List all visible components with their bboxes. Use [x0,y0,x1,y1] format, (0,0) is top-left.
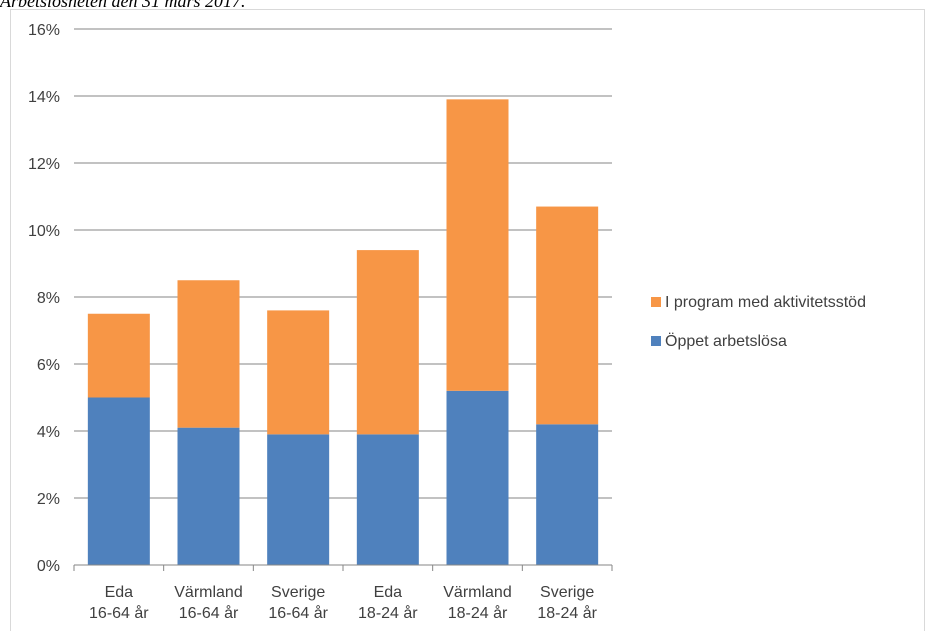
x-tick-label: Eda [105,584,134,601]
y-tick-label: 6% [37,357,60,374]
bar-segment-oppet-arbetslosa [177,427,240,565]
x-tick-label: Värmland [174,584,242,601]
legend-swatch [651,297,661,307]
bar-segment-oppet-arbetslosa [536,424,599,565]
legend-label: Öppet arbetslösa [665,332,787,350]
x-tick-label: 16-64 år [179,604,239,622]
x-axis-tick-labels: Eda 16-64 år Värmland 16-64 år Sverige 16-64 … [89,584,598,622]
x-tick-label: 16-64 år [89,604,149,622]
y-tick-label: 8% [37,290,60,307]
x-tick-label: 18-24 år [448,604,508,622]
x-tick-label: 18-24 år [537,604,597,622]
chart-frame [10,9,925,631]
bar-segment-i-program [267,310,330,435]
bars [87,99,599,565]
y-tick-label: 0% [37,558,60,575]
legend-label: I program med aktivitetsstöd [665,294,866,311]
bar-segment-i-program [446,99,509,391]
y-tick-label: 10% [28,223,60,240]
y-axis-tick-labels: 0% 2% 4% 6% 8% 10% 12% 14% 16% [28,22,60,575]
bar-segment-oppet-arbetslosa [267,434,330,565]
x-tick-label: Sverige [271,584,325,601]
bar-segment-i-program [536,206,599,425]
bar-segment-i-program [356,250,419,435]
x-tick-label: Eda [374,584,403,601]
y-tick-label: 12% [28,156,60,173]
x-tick-label: 16-64 år [268,604,328,622]
bar-segment-i-program [177,280,240,428]
chart-caption: Arbetslösheten den 31 mars 2017. [0,0,246,11]
bar-segment-oppet-arbetslosa [446,390,509,565]
x-tick-label: 18-24 år [358,604,418,622]
y-tick-label: 2% [37,491,60,508]
x-axis [73,564,613,571]
y-tick-label: 14% [28,89,60,106]
bar-segment-oppet-arbetslosa [87,397,150,565]
x-tick-label: Värmland [443,584,511,601]
legend: I program med aktivitetsstöd Öppet arbets… [651,294,866,350]
y-tick-label: 4% [37,424,60,441]
y-tick-label: 16% [28,22,60,39]
x-tick-label: Sverige [540,584,594,601]
bar-segment-oppet-arbetslosa [356,434,419,565]
gridlines [74,28,612,499]
bar-segment-i-program [87,313,150,398]
legend-swatch [651,336,661,346]
